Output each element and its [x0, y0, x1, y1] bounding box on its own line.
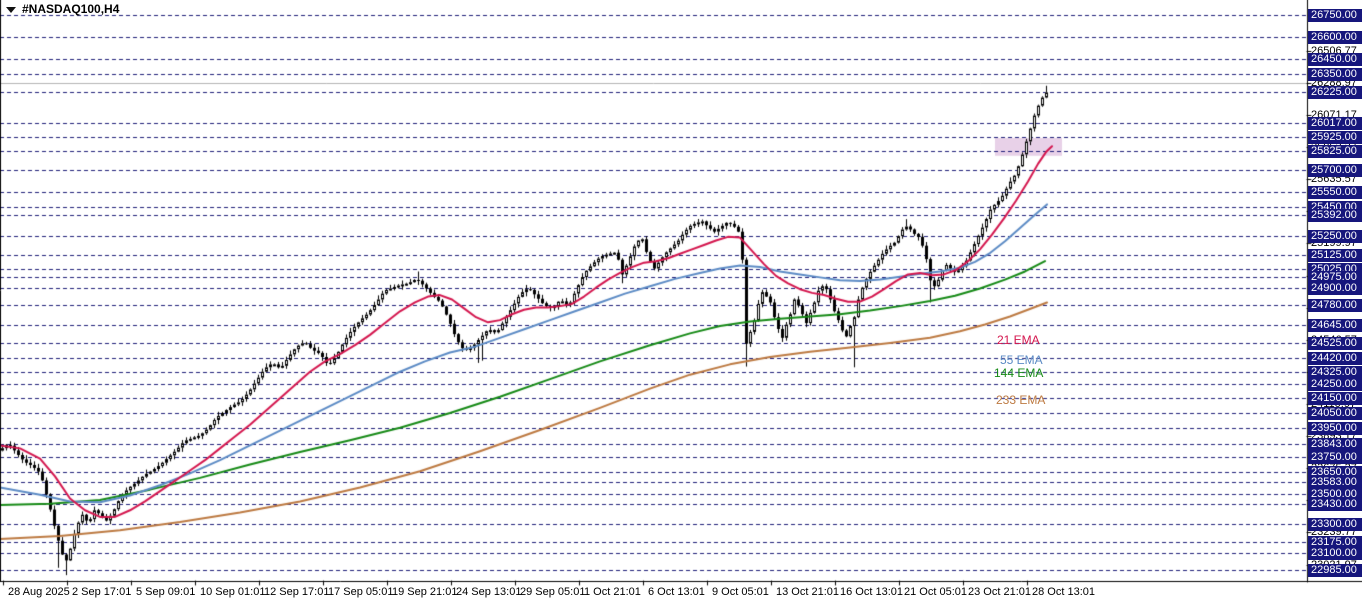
- price-level-label: 25392.00: [1308, 209, 1362, 222]
- time-axis-label: 5 Sep 09:01: [136, 586, 196, 598]
- price-level-label: 25550.00: [1308, 186, 1362, 199]
- time-axis-label: 21 Oct 05:01: [904, 586, 967, 598]
- price-level-label: 22985.00: [1308, 564, 1362, 577]
- time-axis-label: 1 Oct 21:01: [584, 586, 641, 598]
- price-level-label: 24780.00: [1308, 299, 1362, 312]
- price-level-label: 23175.00: [1308, 536, 1362, 549]
- price-level-label: 25125.00: [1308, 249, 1362, 262]
- time-axis-label: 24 Sep 13:01: [456, 586, 522, 598]
- time-axis-label: 17 Sep 05:01: [328, 586, 394, 598]
- time-axis-label: 23 Oct 21:01: [968, 586, 1031, 598]
- price-level-label: 23650.00: [1308, 466, 1362, 479]
- time-axis-label: 12 Sep 17:01: [264, 586, 330, 598]
- symbol-title-text: #NASDAQ100,H4: [22, 2, 120, 16]
- time-axis-label: 28 Oct 13:01: [1032, 586, 1095, 598]
- price-level-label: 23843.00: [1308, 438, 1362, 451]
- price-level-label: 26350.00: [1308, 68, 1362, 81]
- price-level-label: 25825.00: [1308, 145, 1362, 158]
- price-level-label: 26450.00: [1308, 53, 1362, 66]
- ema-label-55: 55 EMA: [1000, 353, 1043, 367]
- price-level-label: 25250.00: [1308, 230, 1362, 243]
- price-level-label: 23500.00: [1308, 488, 1362, 501]
- time-axis-label: 10 Sep 01:01: [200, 586, 266, 598]
- price-level-label: 24975.00: [1308, 271, 1362, 284]
- time-axis-label: 29 Sep 05:01: [520, 586, 586, 598]
- price-level-label: 23430.00: [1308, 498, 1362, 511]
- price-level-label: 23750.00: [1308, 451, 1362, 464]
- price-level-label: 23300.00: [1308, 518, 1362, 531]
- price-level-label: 25925.00: [1308, 131, 1362, 144]
- price-level-label: 23100.00: [1308, 547, 1362, 560]
- time-axis-label: 19 Sep 21:01: [392, 586, 458, 598]
- price-level-label: 26600.00: [1308, 31, 1362, 44]
- price-level-label: 24050.00: [1308, 407, 1362, 420]
- price-level-label: 26017.00: [1308, 117, 1362, 130]
- ema-label-21: 21 EMA: [997, 333, 1040, 347]
- price-level-label: 24525.00: [1308, 337, 1362, 350]
- price-level-label: 24325.00: [1308, 366, 1362, 379]
- price-level-label: 24150.00: [1308, 392, 1362, 405]
- time-axis-label: 16 Oct 13:01: [840, 586, 903, 598]
- price-level-label: 23950.00: [1308, 422, 1362, 435]
- price-level-label: 26225.00: [1308, 86, 1362, 99]
- ema-label-144: 144 EMA: [994, 366, 1044, 380]
- dropdown-triangle-icon[interactable]: [6, 7, 16, 13]
- price-level-label: 24900.00: [1308, 282, 1362, 295]
- ema-label-233: 233 EMA: [996, 393, 1046, 407]
- time-axis-label: 28 Aug 2025: [8, 586, 70, 598]
- time-axis-label: 13 Oct 21:01: [776, 586, 839, 598]
- time-axis-label: 6 Oct 13:01: [648, 586, 705, 598]
- price-level-label: 24250.00: [1308, 378, 1362, 391]
- time-axis-label: 2 Sep 17:01: [72, 586, 132, 598]
- price-level-label: 24420.00: [1308, 352, 1362, 365]
- price-level-label: 23583.00: [1308, 476, 1362, 489]
- price-level-label: 24645.00: [1308, 319, 1362, 332]
- chart-symbol-title: #NASDAQ100,H4: [6, 2, 119, 16]
- price-level-label: 26750.00: [1308, 9, 1362, 22]
- time-axis-label: 9 Oct 05:01: [712, 586, 769, 598]
- price-level-label: 25700.00: [1308, 164, 1362, 177]
